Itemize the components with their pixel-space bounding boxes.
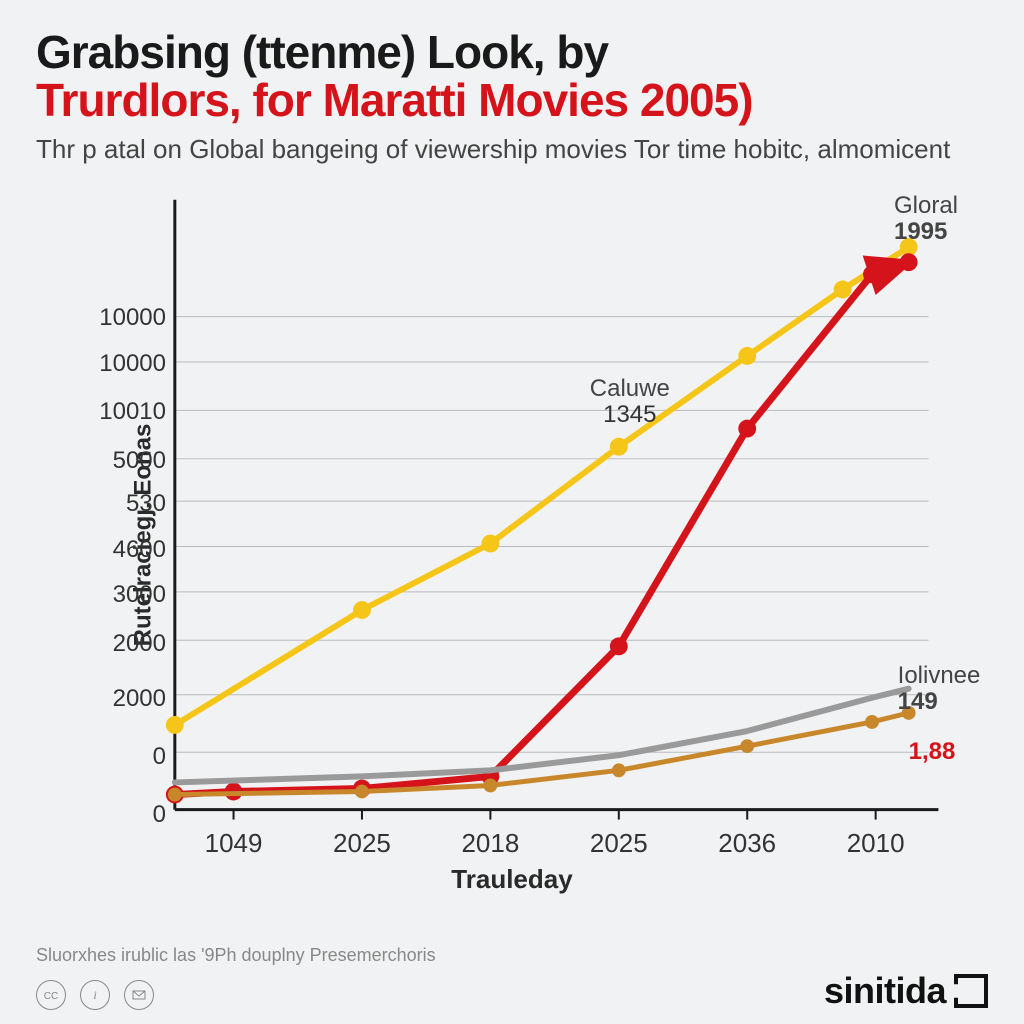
chart-annotation: Caluwe1345 — [590, 376, 670, 429]
title-line-1: Grabsing (ttenme) Look, by — [36, 28, 988, 76]
info-icon[interactable]: i — [80, 980, 110, 1010]
footer-icons: CC i — [36, 980, 154, 1010]
series-end-label: Gloral1995 — [894, 193, 958, 246]
y-tick-label: 10000 — [99, 350, 166, 378]
y-tick-label: 10000 — [99, 304, 166, 332]
chart-area: Rutelraciegȷ. Eonas Trauleday 0020002000… — [36, 175, 988, 895]
brand-text: sinitida — [824, 970, 946, 1012]
y-tick-label: 530 — [126, 490, 166, 518]
mail-icon[interactable] — [124, 980, 154, 1010]
subtitle: Thr p atal on Global bangeing of viewers… — [36, 133, 988, 166]
y-tick-label: 0 — [153, 743, 166, 771]
y-tick-label: 4600 — [113, 536, 166, 564]
y-tick-label: 3000 — [113, 581, 166, 609]
x-tick-label: 1049 — [205, 828, 263, 859]
svg-text:CC: CC — [44, 991, 58, 1002]
svg-text:i: i — [93, 988, 96, 1002]
footer-source: Sluorxhes irublic las '9Ph douplny Prese… — [36, 945, 436, 966]
x-tick-label: 2036 — [718, 828, 776, 859]
y-tick-label: 2000 — [113, 630, 166, 658]
y-tick-label: 5000 — [113, 447, 166, 475]
title-block: Grabsing (ttenme) Look, by Trurdlors, fo… — [36, 28, 988, 165]
series-line-gloral — [175, 247, 909, 725]
series-end-label: Iolivnee149 — [898, 663, 981, 716]
brand-mark-icon — [954, 974, 988, 1008]
y-tick-label: 0 — [153, 801, 166, 829]
x-tick-label: 2025 — [333, 828, 391, 859]
x-tick-label: 2010 — [847, 828, 905, 859]
cc-icon[interactable]: CC — [36, 980, 66, 1010]
y-tick-label: 2000 — [113, 685, 166, 713]
title-line-2: Trurdlors, for Maratti Movies 2005) — [36, 76, 988, 124]
x-tick-label: 2025 — [590, 828, 648, 859]
brand-logo: sinitida — [824, 970, 988, 1012]
x-tick-label: 2018 — [461, 828, 519, 859]
series-end-label: 1,88 — [909, 739, 956, 765]
y-tick-label: 10010 — [99, 398, 166, 426]
x-axis-label: Trauleday — [451, 864, 572, 895]
chart-svg — [36, 175, 988, 889]
